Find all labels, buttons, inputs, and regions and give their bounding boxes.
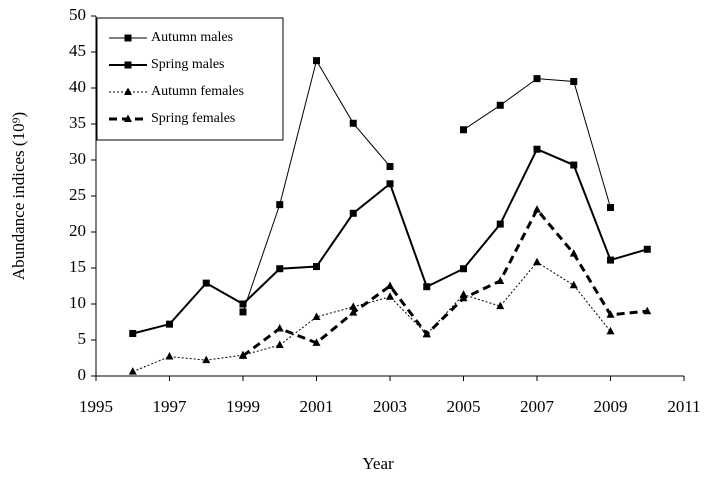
marker (312, 312, 321, 320)
marker (124, 34, 132, 42)
legend-label: Autumn males (151, 30, 233, 45)
marker (275, 340, 284, 349)
marker (386, 162, 394, 170)
marker (166, 320, 173, 328)
legend-label: Autumn females (151, 84, 244, 99)
marker (313, 57, 320, 65)
x-tick-label: 2009 (594, 397, 628, 416)
y-tick-label: 0 (78, 365, 87, 384)
series-line (132, 261, 611, 373)
marker (607, 256, 614, 264)
series-line (132, 147, 648, 335)
y-tick-label: 20 (69, 221, 86, 240)
x-tick-label: 2007 (520, 397, 555, 416)
series-line (242, 59, 611, 313)
marker (533, 75, 541, 83)
marker (349, 119, 357, 127)
x-tick-label: 2005 (447, 397, 481, 416)
x-tick-label: 1997 (153, 397, 188, 416)
marker (533, 205, 541, 213)
marker (459, 293, 468, 302)
marker (496, 301, 505, 310)
y-tick-label: 40 (69, 77, 86, 96)
marker (460, 265, 467, 273)
marker (386, 180, 394, 188)
marker (313, 263, 320, 271)
marker (570, 78, 578, 86)
x-tick-label: 1995 (79, 397, 113, 416)
marker (276, 201, 284, 209)
x-tick-label: 2011 (667, 397, 700, 416)
marker (239, 300, 247, 308)
marker (349, 209, 357, 217)
marker (202, 279, 210, 287)
marker (349, 302, 358, 310)
marker (276, 265, 284, 273)
y-tick-label: 15 (69, 257, 86, 276)
marker (643, 306, 652, 315)
marker (349, 308, 358, 316)
y-tick-label: 10 (69, 293, 86, 312)
marker (606, 326, 615, 335)
marker (496, 276, 505, 284)
marker (312, 338, 321, 346)
marker (533, 257, 541, 266)
marker (606, 310, 615, 318)
marker (570, 161, 578, 169)
x-axis-title: Year (362, 454, 394, 473)
marker (386, 292, 394, 300)
marker (496, 101, 504, 109)
marker (239, 351, 247, 359)
marker (533, 145, 541, 153)
marker (124, 114, 132, 122)
y-tick-label: 30 (69, 149, 86, 168)
marker (569, 249, 578, 257)
y-tick-label: 50 (69, 5, 86, 24)
series-line (242, 206, 648, 358)
y-tick-label: 5 (78, 329, 87, 348)
y-axis-title: Abundance indices (10⁹) (9, 112, 28, 280)
marker (423, 283, 431, 291)
marker (128, 367, 137, 375)
legend-label: Spring males (151, 57, 225, 72)
legend-label: Spring females (151, 111, 235, 126)
x-tick-label: 2003 (373, 397, 407, 416)
marker (460, 126, 467, 134)
x-tick-label: 2001 (300, 397, 334, 416)
x-tick-label: 1999 (226, 397, 260, 416)
marker (386, 281, 394, 289)
y-tick-label: 25 (69, 185, 86, 204)
marker (129, 330, 137, 338)
marker (422, 329, 431, 338)
marker (496, 220, 504, 228)
marker (275, 323, 284, 332)
marker (643, 245, 651, 253)
marker (165, 352, 174, 360)
y-tick-label: 45 (69, 41, 86, 60)
marker (569, 280, 578, 289)
y-tick-label: 35 (69, 113, 86, 132)
marker (607, 204, 614, 212)
marker (124, 87, 132, 95)
marker (239, 308, 247, 316)
marker (124, 61, 132, 69)
marker (202, 355, 211, 364)
